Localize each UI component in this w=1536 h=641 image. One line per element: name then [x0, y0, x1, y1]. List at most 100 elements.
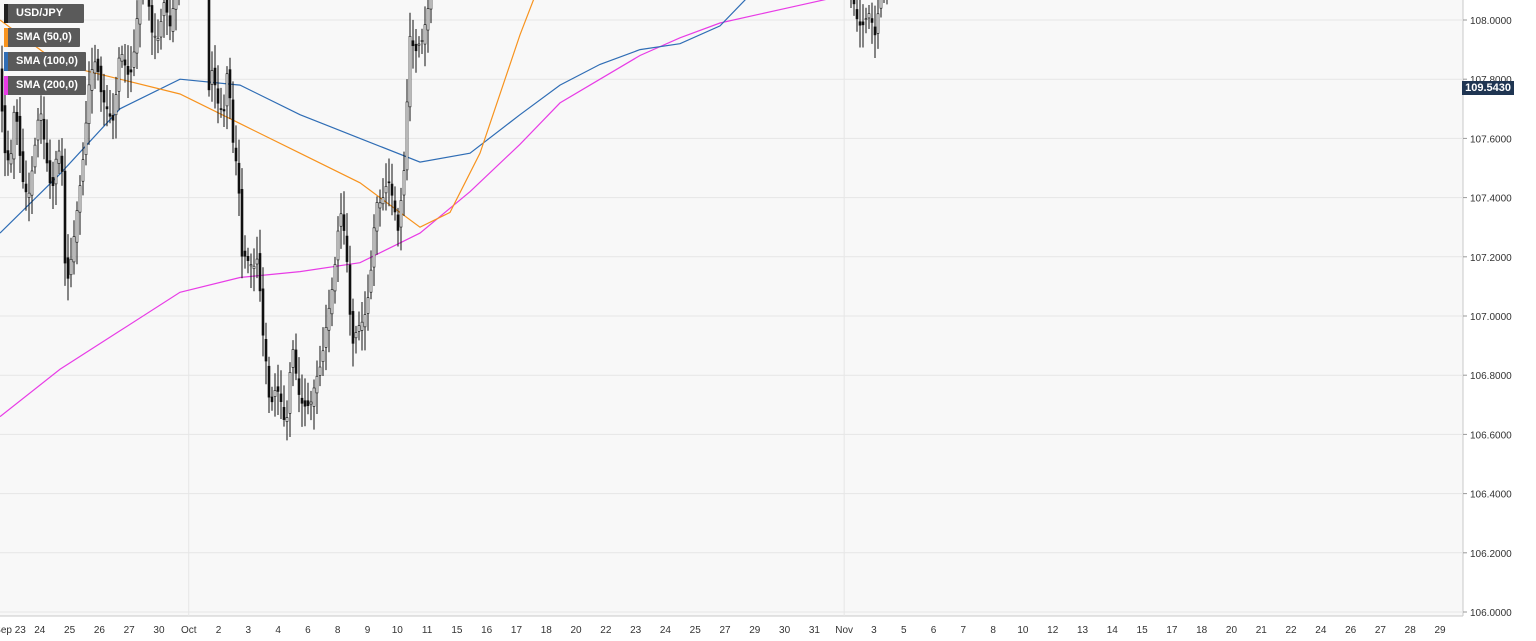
candle-body: [318, 366, 322, 376]
candle-body: [876, 13, 880, 34]
candle-body: [420, 40, 424, 42]
candle-body: [0, 68, 4, 112]
candle-body: [873, 26, 877, 36]
candle-body: [102, 90, 106, 103]
x-tick-label: 22: [600, 625, 612, 636]
candle-body: [78, 185, 82, 213]
legend-label-usdjpy: USD/JPY: [16, 7, 64, 19]
candle-body: [411, 40, 415, 47]
candle-body: [174, 0, 178, 10]
candle-body: [57, 150, 61, 164]
candle-body: [282, 407, 286, 420]
candle-body: [108, 113, 112, 117]
legend-swatch-usdjpy: [4, 4, 8, 23]
x-tick-label: Sep 23: [0, 625, 26, 636]
candle-body: [24, 183, 28, 193]
y-tick-label: 106.4000: [1470, 490, 1512, 501]
x-tick-label: 22: [1285, 625, 1297, 636]
last-price-tag: 109.5430: [1462, 81, 1514, 95]
x-tick-label: 8: [990, 625, 996, 636]
candle-body: [357, 325, 361, 332]
x-tick-label: 8: [335, 625, 341, 636]
candle-body: [855, 9, 859, 20]
candle-body: [381, 197, 385, 205]
legend-swatch-sma200: [4, 76, 8, 95]
candle-body: [171, 8, 175, 32]
x-tick-label: 5: [901, 625, 907, 636]
x-tick-label: 16: [481, 625, 493, 636]
x-tick-label: 2: [216, 625, 222, 636]
legend-sma100[interactable]: SMA (100,0): [4, 52, 86, 71]
candle-body: [276, 386, 280, 392]
candle-body: [114, 94, 118, 116]
candle-body: [267, 365, 271, 398]
x-tick-label: 25: [64, 625, 76, 636]
candle-body: [18, 115, 22, 156]
candle-body: [66, 257, 70, 279]
candle-body: [36, 119, 40, 141]
candle-body: [303, 400, 307, 407]
candle-body: [132, 51, 136, 68]
legend-sma200[interactable]: SMA (200,0): [4, 76, 86, 95]
candle-body: [273, 390, 277, 397]
candle-body: [864, 18, 868, 20]
candle-body: [129, 69, 133, 73]
x-tick-label: Oct: [181, 625, 197, 636]
x-tick-label: 15: [1137, 625, 1149, 636]
candle-body: [345, 235, 349, 262]
candle-body: [300, 397, 304, 404]
candle-body: [225, 73, 229, 107]
candle-body: [342, 214, 346, 231]
candle-body: [168, 15, 172, 27]
x-tick-label: 27: [1375, 625, 1387, 636]
candle-body: [372, 227, 376, 268]
candle-body: [99, 65, 103, 93]
y-tick-label: 107.6000: [1470, 134, 1512, 145]
candle-body: [3, 105, 7, 154]
candle-body: [9, 153, 13, 165]
candle-body: [861, 21, 865, 26]
legend-swatch-sma50: [4, 28, 8, 47]
x-tick-label: 31: [809, 625, 821, 636]
candle-body: [27, 192, 31, 198]
candle-body: [84, 122, 88, 156]
legend-sma50[interactable]: SMA (50,0): [4, 28, 80, 47]
plot-area: [0, 0, 1463, 616]
y-tick-label: 108.0000: [1470, 16, 1512, 27]
candle-body: [207, 0, 211, 91]
candle-body: [330, 289, 334, 315]
candle-body: [117, 57, 121, 92]
y-tick-label: 107.2000: [1470, 253, 1512, 264]
candle-body: [21, 151, 25, 183]
x-tick-label: 26: [1345, 625, 1357, 636]
candle-body: [63, 170, 67, 264]
candle-body: [111, 115, 115, 121]
x-tick-label: 21: [1256, 625, 1268, 636]
candle-body: [351, 311, 355, 344]
candle-body: [81, 159, 85, 182]
x-tick-label: 24: [660, 625, 672, 636]
candle-body: [333, 264, 337, 292]
candle-body: [324, 327, 328, 348]
candle-body: [393, 200, 397, 213]
candle-body: [336, 230, 340, 261]
x-tick-label: 17: [511, 625, 523, 636]
x-tick-label: 10: [392, 625, 404, 636]
legend-usdjpy[interactable]: USD/JPY: [4, 4, 84, 23]
candle-body: [153, 35, 157, 38]
candle-body: [264, 339, 268, 362]
x-tick-label: 4: [275, 625, 281, 636]
candle-body: [51, 177, 55, 187]
candle-body: [15, 111, 19, 122]
legend-label-sma50: SMA (50,0): [16, 31, 72, 43]
candle-body: [408, 35, 412, 108]
x-tick-label: 30: [153, 625, 165, 636]
candle-body: [348, 264, 352, 315]
y-tick-label: 106.6000: [1470, 430, 1512, 441]
x-tick-label: 7: [961, 625, 967, 636]
candle-body: [120, 54, 124, 62]
x-tick-label: 26: [94, 625, 106, 636]
candle-body: [261, 288, 265, 336]
candle-body: [387, 181, 391, 184]
y-axis-panel: [1463, 0, 1536, 641]
